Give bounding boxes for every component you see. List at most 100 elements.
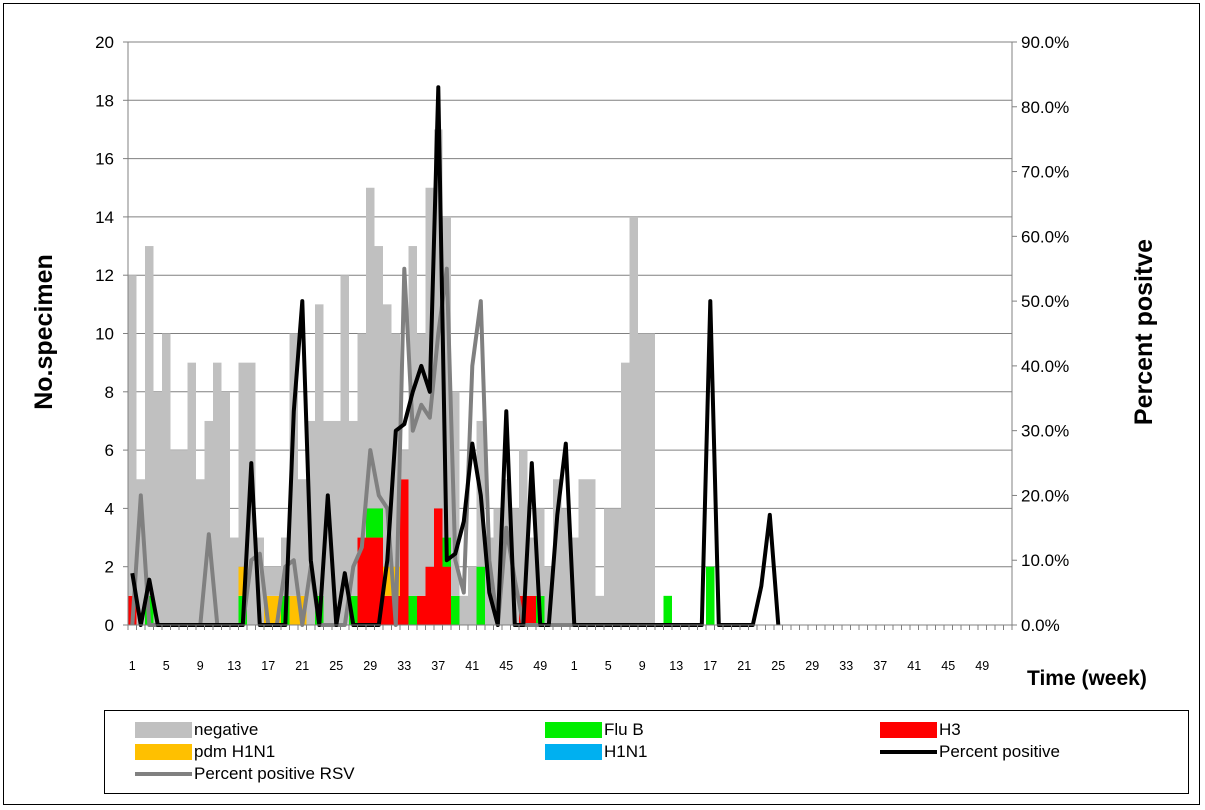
bar-negative bbox=[357, 333, 366, 538]
bar-h3 bbox=[425, 566, 434, 625]
legend-label: Percent positive RSV bbox=[194, 764, 355, 783]
bar-negative bbox=[400, 450, 409, 480]
legend-item-flu-b: Flu B bbox=[545, 719, 644, 741]
x-tick-label: 49 bbox=[975, 659, 989, 673]
legend-swatch bbox=[135, 722, 192, 738]
bar-flu-b bbox=[349, 595, 358, 625]
bar-h3 bbox=[442, 566, 451, 625]
bar-pdm-h1n1 bbox=[289, 595, 298, 625]
bar-negative bbox=[383, 304, 392, 567]
bar-negative bbox=[502, 479, 511, 625]
x-tick-label: 25 bbox=[329, 659, 343, 673]
y-tick-label-left: 14 bbox=[95, 208, 114, 227]
legend-item-negative: negative bbox=[135, 719, 258, 741]
bar-negative bbox=[374, 246, 383, 509]
x-tick-label: 41 bbox=[465, 659, 479, 673]
legend-item-h3: H3 bbox=[880, 719, 961, 741]
bar-negative bbox=[366, 187, 375, 509]
legend-item-h1n1: H1N1 bbox=[545, 741, 647, 763]
x-tick-label: 33 bbox=[397, 659, 411, 673]
bar-negative bbox=[187, 362, 196, 625]
legend-item-percent-positive: Percent positive bbox=[880, 741, 1060, 763]
bar-negative bbox=[264, 566, 273, 596]
bar-negative bbox=[468, 566, 477, 625]
legend-label: Flu B bbox=[604, 720, 644, 739]
bar-negative bbox=[604, 508, 613, 625]
bar-negative bbox=[349, 420, 358, 596]
legend-label: negative bbox=[194, 720, 259, 739]
bar-negative bbox=[459, 595, 468, 625]
y-tick-label-left: 2 bbox=[105, 558, 114, 577]
bar-negative bbox=[238, 362, 247, 567]
x-tick-label: 33 bbox=[839, 659, 853, 673]
bar-negative bbox=[519, 450, 528, 596]
legend-label: pdm H1N1 bbox=[194, 742, 276, 761]
x-tick-label: 9 bbox=[639, 659, 646, 673]
x-tick-label: 17 bbox=[261, 659, 275, 673]
y-tick-label-right: 10.0% bbox=[1021, 551, 1069, 570]
y-tick-label-left: 18 bbox=[95, 91, 114, 110]
x-tick-label: 13 bbox=[669, 659, 683, 673]
bar-negative bbox=[162, 333, 171, 625]
bar-negative bbox=[298, 479, 307, 596]
x-tick-label: 5 bbox=[163, 659, 170, 673]
bar-negative bbox=[145, 246, 154, 596]
bar-negative bbox=[196, 479, 205, 625]
x-tick-label: 49 bbox=[533, 659, 547, 673]
bar-negative bbox=[595, 595, 604, 625]
x-tick-label: 13 bbox=[227, 659, 241, 673]
chart-frame bbox=[3, 3, 1200, 805]
bar-negative bbox=[170, 450, 179, 625]
bar-negative bbox=[578, 479, 587, 625]
bar-negative bbox=[621, 362, 630, 625]
x-tick-label: 21 bbox=[737, 659, 751, 673]
x-tick-label: 29 bbox=[805, 659, 819, 673]
bar-h3 bbox=[527, 595, 536, 625]
bar-flu-b bbox=[366, 508, 375, 538]
bar-flu-b bbox=[706, 566, 715, 625]
y-tick-label-right: 60.0% bbox=[1021, 227, 1069, 246]
bar-negative bbox=[221, 391, 230, 625]
y-tick-label-left: 4 bbox=[105, 499, 114, 518]
y-tick-label-right: 40.0% bbox=[1021, 357, 1069, 376]
bar-negative bbox=[612, 508, 621, 625]
axis-layer: 0 2 4 6 8 10 12 14 16 18 20 0.0% 10.0% 20.0% 30.0% 40.0… bbox=[95, 33, 1069, 673]
x-tick-label: 21 bbox=[295, 659, 309, 673]
bar-pdm-h1n1 bbox=[272, 595, 281, 625]
bar-negative bbox=[510, 508, 519, 625]
y-tick-label-left: 12 bbox=[95, 266, 114, 285]
bar-negative bbox=[527, 537, 536, 596]
x-tick-label: 29 bbox=[363, 659, 377, 673]
y-tick-label-left: 6 bbox=[105, 441, 114, 460]
bar-h3 bbox=[357, 537, 366, 625]
bar-h3 bbox=[417, 595, 426, 625]
bar-negative bbox=[587, 479, 596, 625]
legend-swatch bbox=[545, 722, 602, 738]
bar-negative bbox=[128, 275, 137, 596]
bar-negative bbox=[204, 420, 213, 625]
bar-h3 bbox=[383, 595, 392, 625]
bar-flu-b bbox=[476, 566, 485, 625]
bar-negative bbox=[544, 566, 553, 625]
bar-negative bbox=[289, 333, 298, 596]
x-tick-label: 25 bbox=[771, 659, 785, 673]
bar-negative bbox=[493, 508, 502, 625]
legend-swatch bbox=[880, 722, 937, 738]
legend-label: H3 bbox=[939, 720, 961, 739]
bar-negative bbox=[213, 362, 222, 625]
bar-h3 bbox=[366, 537, 375, 625]
bar-negative bbox=[340, 275, 349, 625]
bar-negative bbox=[442, 216, 451, 538]
bar-pdm-h1n1 bbox=[238, 566, 247, 596]
bar-negative bbox=[315, 304, 324, 596]
y-axis-left-title: No.specimen bbox=[30, 254, 58, 410]
bar-negative bbox=[629, 216, 638, 625]
bar-negative bbox=[136, 479, 145, 625]
bar-h3 bbox=[374, 537, 383, 625]
y-tick-label-right: 0.0% bbox=[1021, 616, 1060, 635]
x-tick-label: 5 bbox=[605, 659, 612, 673]
x-tick-label: 1 bbox=[129, 659, 136, 673]
bar-pdm-h1n1 bbox=[383, 566, 392, 596]
bar-negative bbox=[561, 508, 570, 625]
y-tick-label-right: 70.0% bbox=[1021, 163, 1069, 182]
